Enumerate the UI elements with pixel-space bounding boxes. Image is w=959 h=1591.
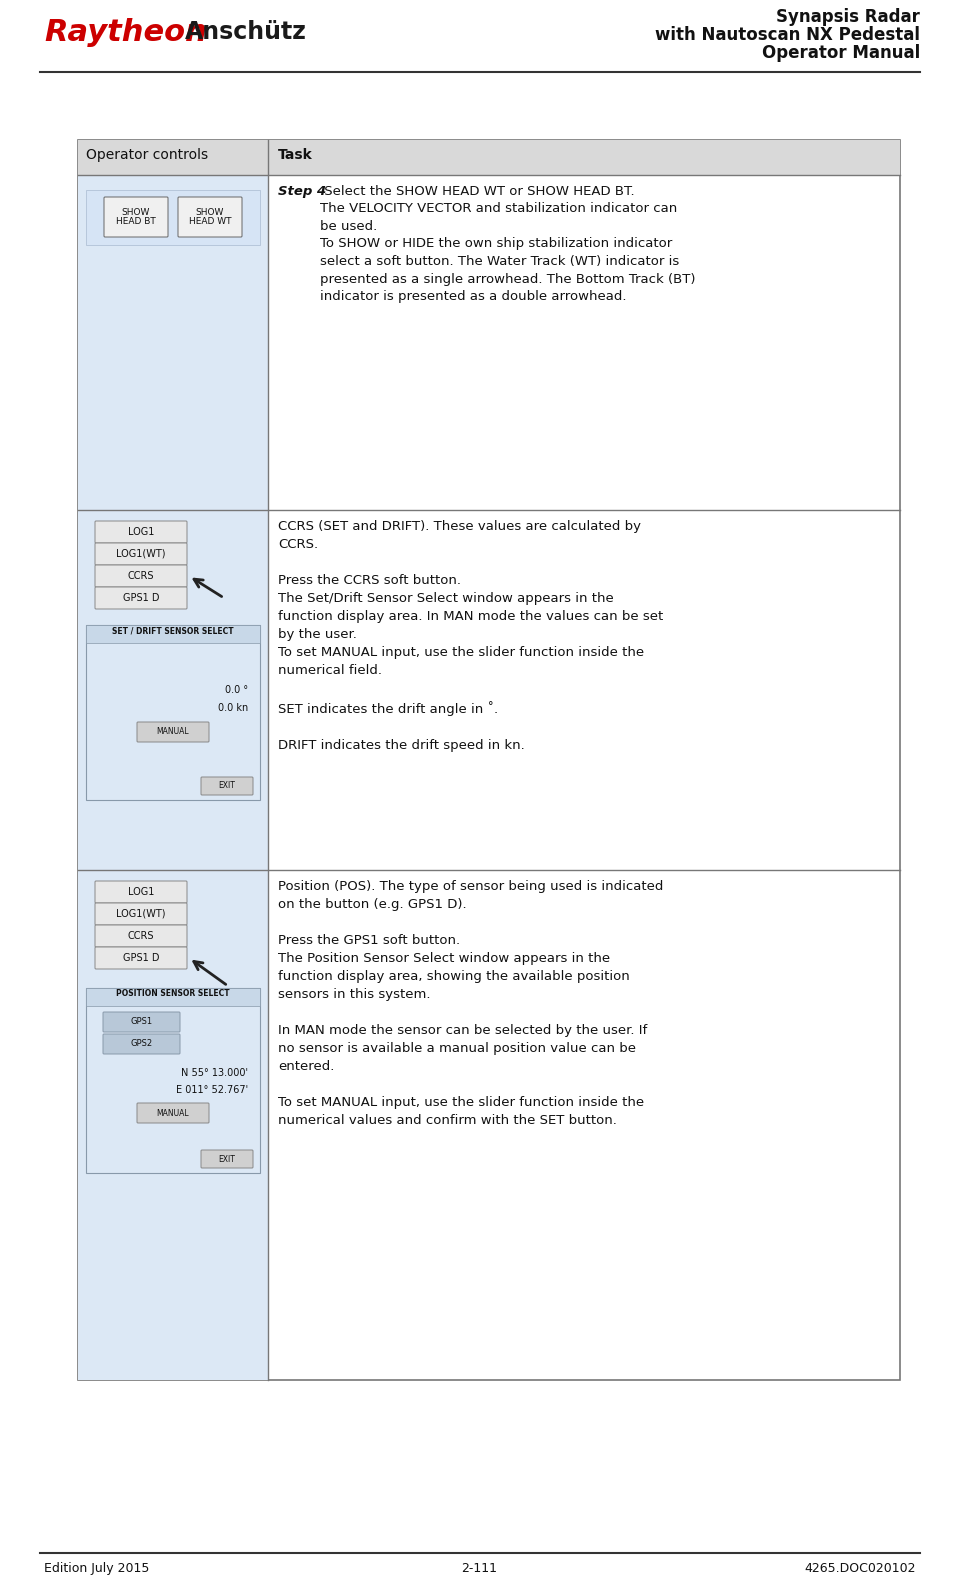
Text: with Nautoscan NX Pedestal: with Nautoscan NX Pedestal — [655, 25, 920, 45]
FancyBboxPatch shape — [178, 197, 242, 237]
Text: N 55° 13.000': N 55° 13.000' — [181, 1068, 248, 1079]
Bar — [78, 870, 268, 1379]
FancyBboxPatch shape — [95, 543, 187, 565]
Text: MANUAL: MANUAL — [156, 727, 189, 737]
Text: Position (POS). The type of sensor being used is indicated
on the button (e.g. G: Position (POS). The type of sensor being… — [278, 880, 664, 1126]
Text: 2-111: 2-111 — [461, 1562, 498, 1575]
FancyBboxPatch shape — [95, 520, 187, 543]
FancyBboxPatch shape — [103, 1034, 180, 1053]
Bar — [78, 511, 268, 870]
Text: POSITION SENSOR SELECT: POSITION SENSOR SELECT — [116, 990, 230, 998]
FancyBboxPatch shape — [104, 197, 168, 237]
FancyBboxPatch shape — [137, 1103, 209, 1123]
Text: Operator Manual: Operator Manual — [761, 45, 920, 62]
Text: EXIT: EXIT — [219, 781, 236, 791]
Text: CCRS: CCRS — [128, 931, 154, 940]
Text: 4265.DOC020102: 4265.DOC020102 — [805, 1562, 916, 1575]
FancyBboxPatch shape — [201, 1150, 253, 1168]
FancyBboxPatch shape — [95, 881, 187, 904]
Bar — [86, 189, 260, 245]
FancyBboxPatch shape — [95, 565, 187, 587]
Text: SET / DRIFT SENSOR SELECT: SET / DRIFT SENSOR SELECT — [112, 625, 234, 635]
FancyBboxPatch shape — [137, 722, 209, 741]
Text: Step 4: Step 4 — [278, 185, 326, 197]
Bar — [78, 175, 268, 511]
Text: LOG1: LOG1 — [128, 527, 154, 538]
Text: GPS1 D: GPS1 D — [123, 593, 159, 603]
Text: Select the SHOW HEAD WT or SHOW HEAD BT.
The VELOCITY VECTOR and stabilization i: Select the SHOW HEAD WT or SHOW HEAD BT.… — [320, 185, 695, 302]
FancyBboxPatch shape — [201, 776, 253, 796]
Text: Task: Task — [278, 148, 313, 162]
Text: SHOW
HEAD BT: SHOW HEAD BT — [116, 208, 156, 226]
Text: Synapsis Radar: Synapsis Radar — [776, 8, 920, 25]
Bar — [78, 140, 900, 1379]
FancyBboxPatch shape — [95, 587, 187, 609]
Text: GPS1: GPS1 — [130, 1018, 152, 1026]
Bar — [78, 140, 900, 175]
Text: Raytheon: Raytheon — [44, 18, 207, 48]
Text: EXIT: EXIT — [219, 1155, 236, 1163]
FancyBboxPatch shape — [95, 947, 187, 969]
Text: SHOW
HEAD WT: SHOW HEAD WT — [189, 208, 231, 226]
Bar — [86, 988, 260, 1006]
Text: CCRS: CCRS — [128, 571, 154, 581]
Text: LOG1(WT): LOG1(WT) — [116, 908, 166, 920]
Text: LOG1(WT): LOG1(WT) — [116, 549, 166, 558]
FancyBboxPatch shape — [95, 904, 187, 924]
FancyBboxPatch shape — [103, 1012, 180, 1033]
Text: Anschütz: Anschütz — [185, 21, 307, 45]
Bar — [86, 988, 260, 1173]
Text: Operator controls: Operator controls — [86, 148, 208, 162]
Text: 0.0 °: 0.0 ° — [224, 686, 248, 695]
Text: MANUAL: MANUAL — [156, 1109, 189, 1117]
Text: E 011° 52.767': E 011° 52.767' — [175, 1085, 248, 1095]
Bar — [86, 625, 260, 643]
Text: GPS2: GPS2 — [130, 1039, 152, 1048]
Bar — [86, 625, 260, 800]
Text: LOG1: LOG1 — [128, 888, 154, 897]
FancyBboxPatch shape — [95, 924, 187, 947]
Text: GPS1 D: GPS1 D — [123, 953, 159, 963]
Text: 0.0 kn: 0.0 kn — [218, 703, 248, 713]
Text: CCRS (SET and DRIFT). These values are calculated by
CCRS.

Press the CCRS soft : CCRS (SET and DRIFT). These values are c… — [278, 520, 664, 753]
Text: Edition July 2015: Edition July 2015 — [44, 1562, 150, 1575]
